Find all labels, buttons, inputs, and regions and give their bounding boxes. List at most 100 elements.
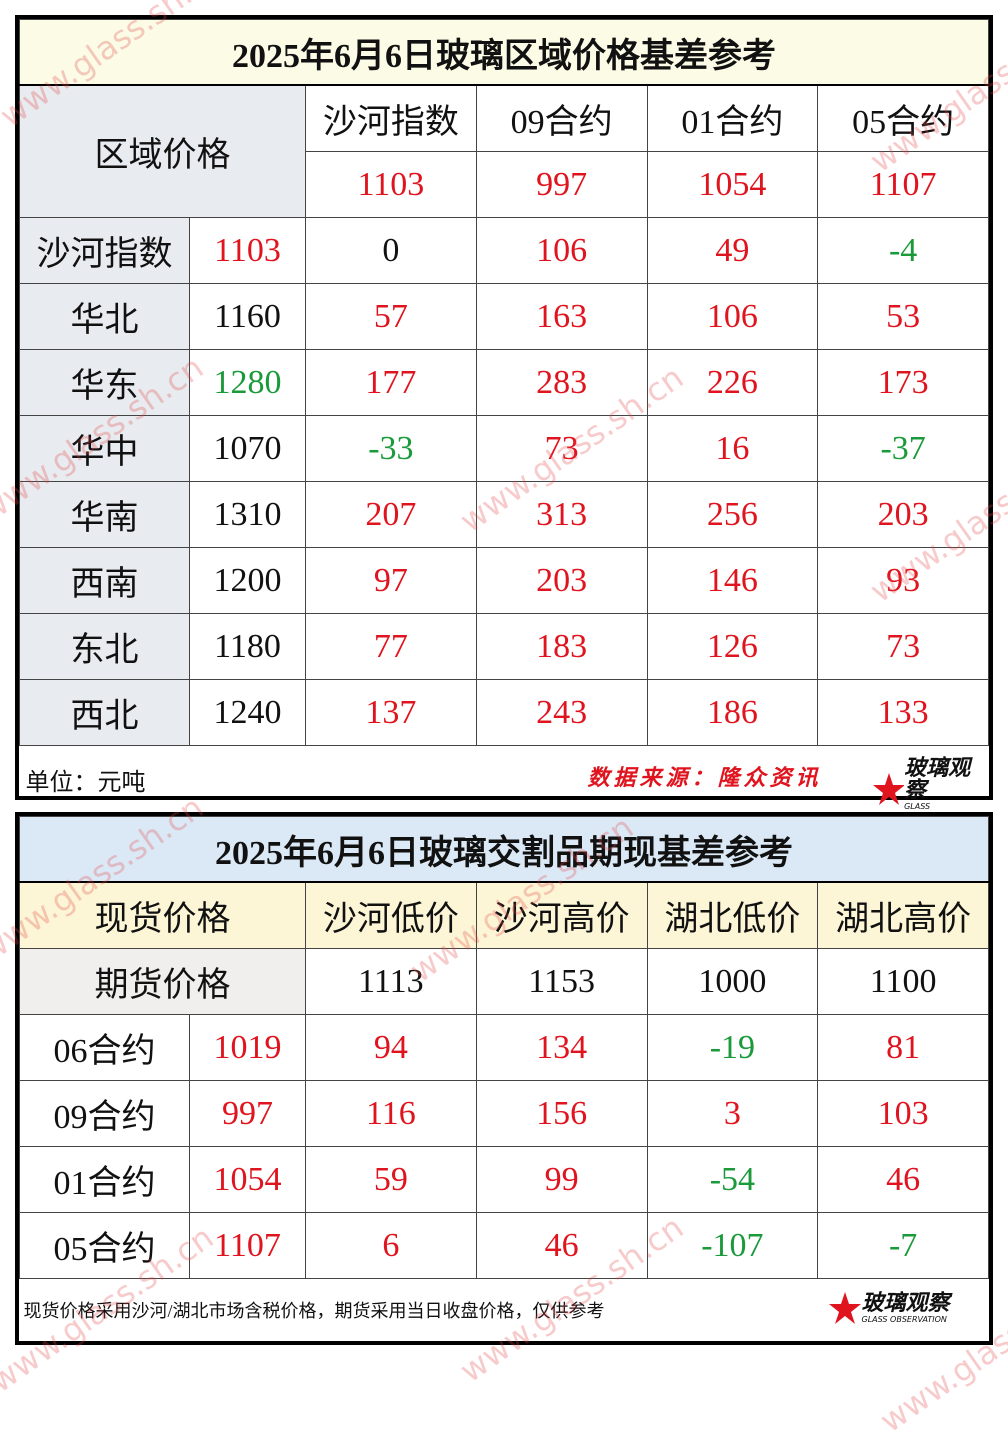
- title-row: 2025年6月6日玻璃区域价格基差参考: [19, 19, 989, 86]
- spot-row: 期货价格 1113 1153 1000 1100: [19, 948, 989, 1015]
- basis-value: 177: [305, 349, 477, 416]
- basis-value: 77: [305, 613, 477, 680]
- basis-value: 186: [646, 679, 819, 746]
- row-label: 01合约: [19, 1146, 190, 1213]
- basis-value: 81: [817, 1014, 989, 1081]
- basis-value: 73: [817, 613, 989, 680]
- logo-subtitle: GLASS OBSERVATION: [861, 1314, 947, 1324]
- basis-value: 183: [475, 613, 648, 680]
- basis-value: 156: [475, 1080, 648, 1147]
- data-row: 东北 1180 77 183 126 73: [19, 613, 989, 680]
- data-row: 西北 1240 137 243 186 133: [19, 679, 989, 746]
- column-header: 09合约: [475, 84, 648, 152]
- basis-value: 99: [475, 1146, 648, 1213]
- logo-star: [828, 1292, 861, 1324]
- data-row: 华东 1280 177 283 226 173: [19, 349, 989, 416]
- basis-value: 103: [817, 1080, 989, 1147]
- column-value: 1100: [817, 948, 989, 1015]
- column-header: 沙河高价: [475, 881, 648, 949]
- basis-value: 226: [646, 349, 819, 416]
- column-header: 沙河低价: [305, 881, 477, 949]
- delivery-table-panel: 2025年6月6日玻璃交割品期现基差参考 现货价格 沙河低价 沙河高价 湖北低价 湖北高价…: [15, 812, 993, 1345]
- basis-value: 207: [305, 481, 477, 548]
- row-label: 华南: [19, 481, 190, 548]
- column-value: 1107: [817, 151, 989, 218]
- basis-value: 57: [305, 283, 477, 350]
- basis-value: 203: [817, 481, 989, 548]
- row-price: 1310: [189, 481, 306, 548]
- corner-cell: 现货价格: [19, 881, 306, 949]
- row-label: 华北: [19, 283, 190, 350]
- basis-value: 163: [475, 283, 648, 350]
- logo-star: [872, 773, 905, 805]
- basis-value: 46: [475, 1212, 648, 1279]
- basis-value: 6: [305, 1212, 477, 1279]
- basis-value: -107: [646, 1212, 819, 1279]
- data-row: 华中 1070 -33 73 16 -37: [19, 415, 989, 482]
- basis-value: -54: [646, 1146, 819, 1213]
- column-header: 01合约: [646, 84, 819, 152]
- basis-value: 46: [817, 1146, 989, 1213]
- column-value: 1054: [646, 151, 819, 218]
- basis-value: 203: [475, 547, 648, 614]
- row-price: 1107: [189, 1212, 306, 1279]
- corner-cell: 区域价格: [19, 84, 306, 218]
- basis-value: 134: [475, 1014, 648, 1081]
- basis-value: -37: [817, 415, 989, 482]
- basis-value: -4: [817, 217, 989, 284]
- data-row: 沙河指数 1103 0 106 49 -4: [19, 217, 989, 284]
- header-row: 现货价格 沙河低价 沙河高价 湖北低价 湖北高价: [19, 881, 989, 949]
- basis-value: 0: [305, 217, 477, 284]
- data-row: 01合约 1054 59 99 -54 46: [19, 1146, 989, 1213]
- basis-value: -33: [305, 415, 477, 482]
- region-table: 2025年6月6日玻璃区域价格基差参考 区域价格 沙河指数 09合约 01合约 05合约 1…: [19, 19, 989, 821]
- column-header: 湖北高价: [817, 881, 989, 949]
- basis-value: 256: [646, 481, 819, 548]
- row-label: 06合约: [19, 1014, 190, 1081]
- data-row: 06合约 1019 94 134 -19 81: [19, 1014, 989, 1081]
- basis-value: 106: [646, 283, 819, 350]
- column-value: 997: [475, 151, 648, 218]
- data-row: 华北 1160 57 163 106 53: [19, 283, 989, 350]
- data-row: 05合约 1107 6 46 -107 -7: [19, 1212, 989, 1279]
- logo-name: 玻璃观察: [904, 756, 971, 803]
- table-title: 2025年6月6日玻璃交割品期现基差参考: [19, 816, 989, 883]
- basis-value: 283: [475, 349, 648, 416]
- footer: 现货价格采用沙河/湖北市场含税价格，期货采用当日收盘价格，仅供参考 玻璃观察 GLA…: [20, 1279, 989, 1342]
- basis-value: 53: [817, 283, 989, 350]
- row-price: 1200: [189, 547, 306, 614]
- basis-value: 146: [646, 547, 819, 614]
- unit-note: 单位：元吨: [25, 770, 146, 796]
- basis-value: 97: [305, 547, 477, 614]
- basis-value: 59: [305, 1146, 477, 1213]
- footer-row: 现货价格采用沙河/湖北市场含税价格，期货采用当日收盘价格，仅供参考 玻璃观察 GLA…: [20, 1279, 989, 1342]
- table-title: 2025年6月6日玻璃区域价格基差参考: [19, 19, 989, 86]
- column-header: 05合约: [817, 84, 989, 152]
- basis-value: 73: [475, 415, 648, 482]
- basis-value: 126: [646, 613, 819, 680]
- row-price: 1019: [189, 1014, 306, 1081]
- row-label: 西南: [19, 547, 190, 614]
- basis-value: -7: [817, 1212, 989, 1279]
- column-value: 1103: [305, 151, 477, 218]
- basis-value: 93: [817, 547, 989, 614]
- row-price: 1180: [189, 613, 306, 680]
- data-row: 西南 1200 97 203 146 93: [19, 547, 989, 614]
- row-price: 1103: [189, 217, 306, 284]
- column-header: 湖北低价: [646, 881, 819, 949]
- basis-value: 16: [646, 415, 819, 482]
- basis-value: 243: [475, 679, 648, 746]
- header-row: 区域价格 沙河指数 09合约 01合约 05合约: [19, 84, 989, 218]
- basis-value: 137: [305, 679, 477, 746]
- row-label: 东北: [19, 613, 190, 680]
- column-header: 沙河指数: [305, 84, 477, 152]
- data-row: 华南 1310 207 313 256 203: [19, 481, 989, 548]
- column-value: 1000: [646, 948, 819, 1015]
- logo-name: 玻璃观察: [861, 1290, 950, 1316]
